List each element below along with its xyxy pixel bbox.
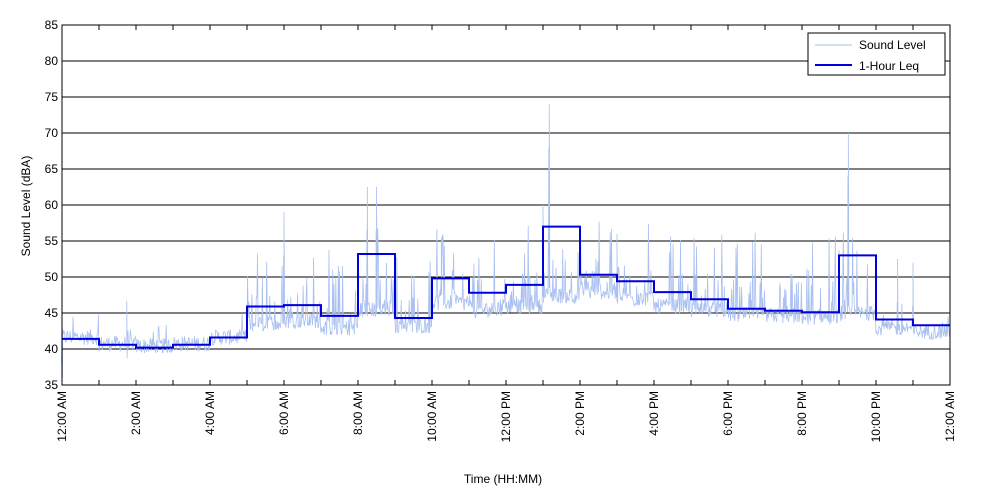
y-tick-label: 50 xyxy=(45,270,59,284)
y-tick-label: 40 xyxy=(45,342,59,356)
x-tick-label: 4:00 AM xyxy=(203,391,217,435)
x-tick-label: 12:00 PM xyxy=(499,391,513,442)
legend-label-sound-level: Sound Level xyxy=(859,38,926,52)
x-axis-ticks: 12:00 AM 2:00 AM 4:00 AM 6:00 AM 8:00 AM 10:0… xyxy=(55,25,957,442)
y-tick-label: 75 xyxy=(45,90,59,104)
x-tick-label: 6:00 AM xyxy=(277,391,291,435)
y-axis-title: Sound Level (dBA) xyxy=(19,156,33,257)
y-tick-label: 45 xyxy=(45,306,59,320)
y-tick-label: 60 xyxy=(45,198,59,212)
x-tick-label: 10:00 PM xyxy=(869,391,883,442)
x-tick-label: 4:00 PM xyxy=(647,391,661,436)
legend-label-leq: 1-Hour Leq xyxy=(859,59,919,73)
y-tick-label: 35 xyxy=(45,378,59,392)
y-tick-label: 85 xyxy=(45,18,59,32)
x-tick-label: 8:00 PM xyxy=(795,391,809,436)
y-tick-label: 80 xyxy=(45,54,59,68)
leq-series xyxy=(62,225,950,349)
legend-box xyxy=(807,32,946,76)
x-tick-label: 2:00 AM xyxy=(129,391,143,435)
y-tick-label: 55 xyxy=(45,234,59,248)
x-tick-label: 12:00 AM xyxy=(943,391,957,442)
x-tick-label: 2:00 PM xyxy=(573,391,587,436)
x-tick-label: 6:00 PM xyxy=(721,391,735,436)
legend: Sound Level 1-Hour Leq xyxy=(807,32,946,76)
x-axis-title: Time (HH:MM) xyxy=(464,472,542,486)
x-tick-label: 12:00 AM xyxy=(55,391,69,442)
y-tick-label: 70 xyxy=(45,126,59,140)
x-tick-label: 10:00 AM xyxy=(425,391,439,442)
x-tick-label: 8:00 AM xyxy=(351,391,365,435)
y-tick-label: 65 xyxy=(45,162,59,176)
leq-step-line xyxy=(62,225,950,349)
y-axis-ticks: 35 40 45 50 55 60 65 70 75 80 85 xyxy=(45,18,67,392)
